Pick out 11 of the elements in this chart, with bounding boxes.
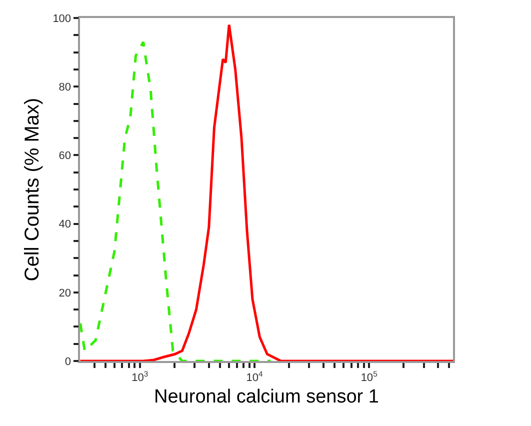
- x-tick-label: 10$^{4}$: [246, 369, 264, 384]
- y-tick-label: 20: [58, 287, 72, 300]
- x-tick-label: 10$^{3}$: [132, 369, 148, 384]
- x-tick-label: 10$^{5}$: [360, 369, 378, 384]
- y-tick-label: 60: [58, 150, 72, 162]
- y-tick-label: 100: [52, 12, 72, 25]
- x-axis-title: Neuronal calcium sensor 1: [154, 386, 379, 408]
- y-tick-label: 80: [58, 81, 72, 94]
- y-tick-label: 40: [58, 218, 72, 231]
- y-tick-label: 0: [64, 356, 72, 368]
- y-axis-title: Cell Counts (% Max): [22, 98, 44, 282]
